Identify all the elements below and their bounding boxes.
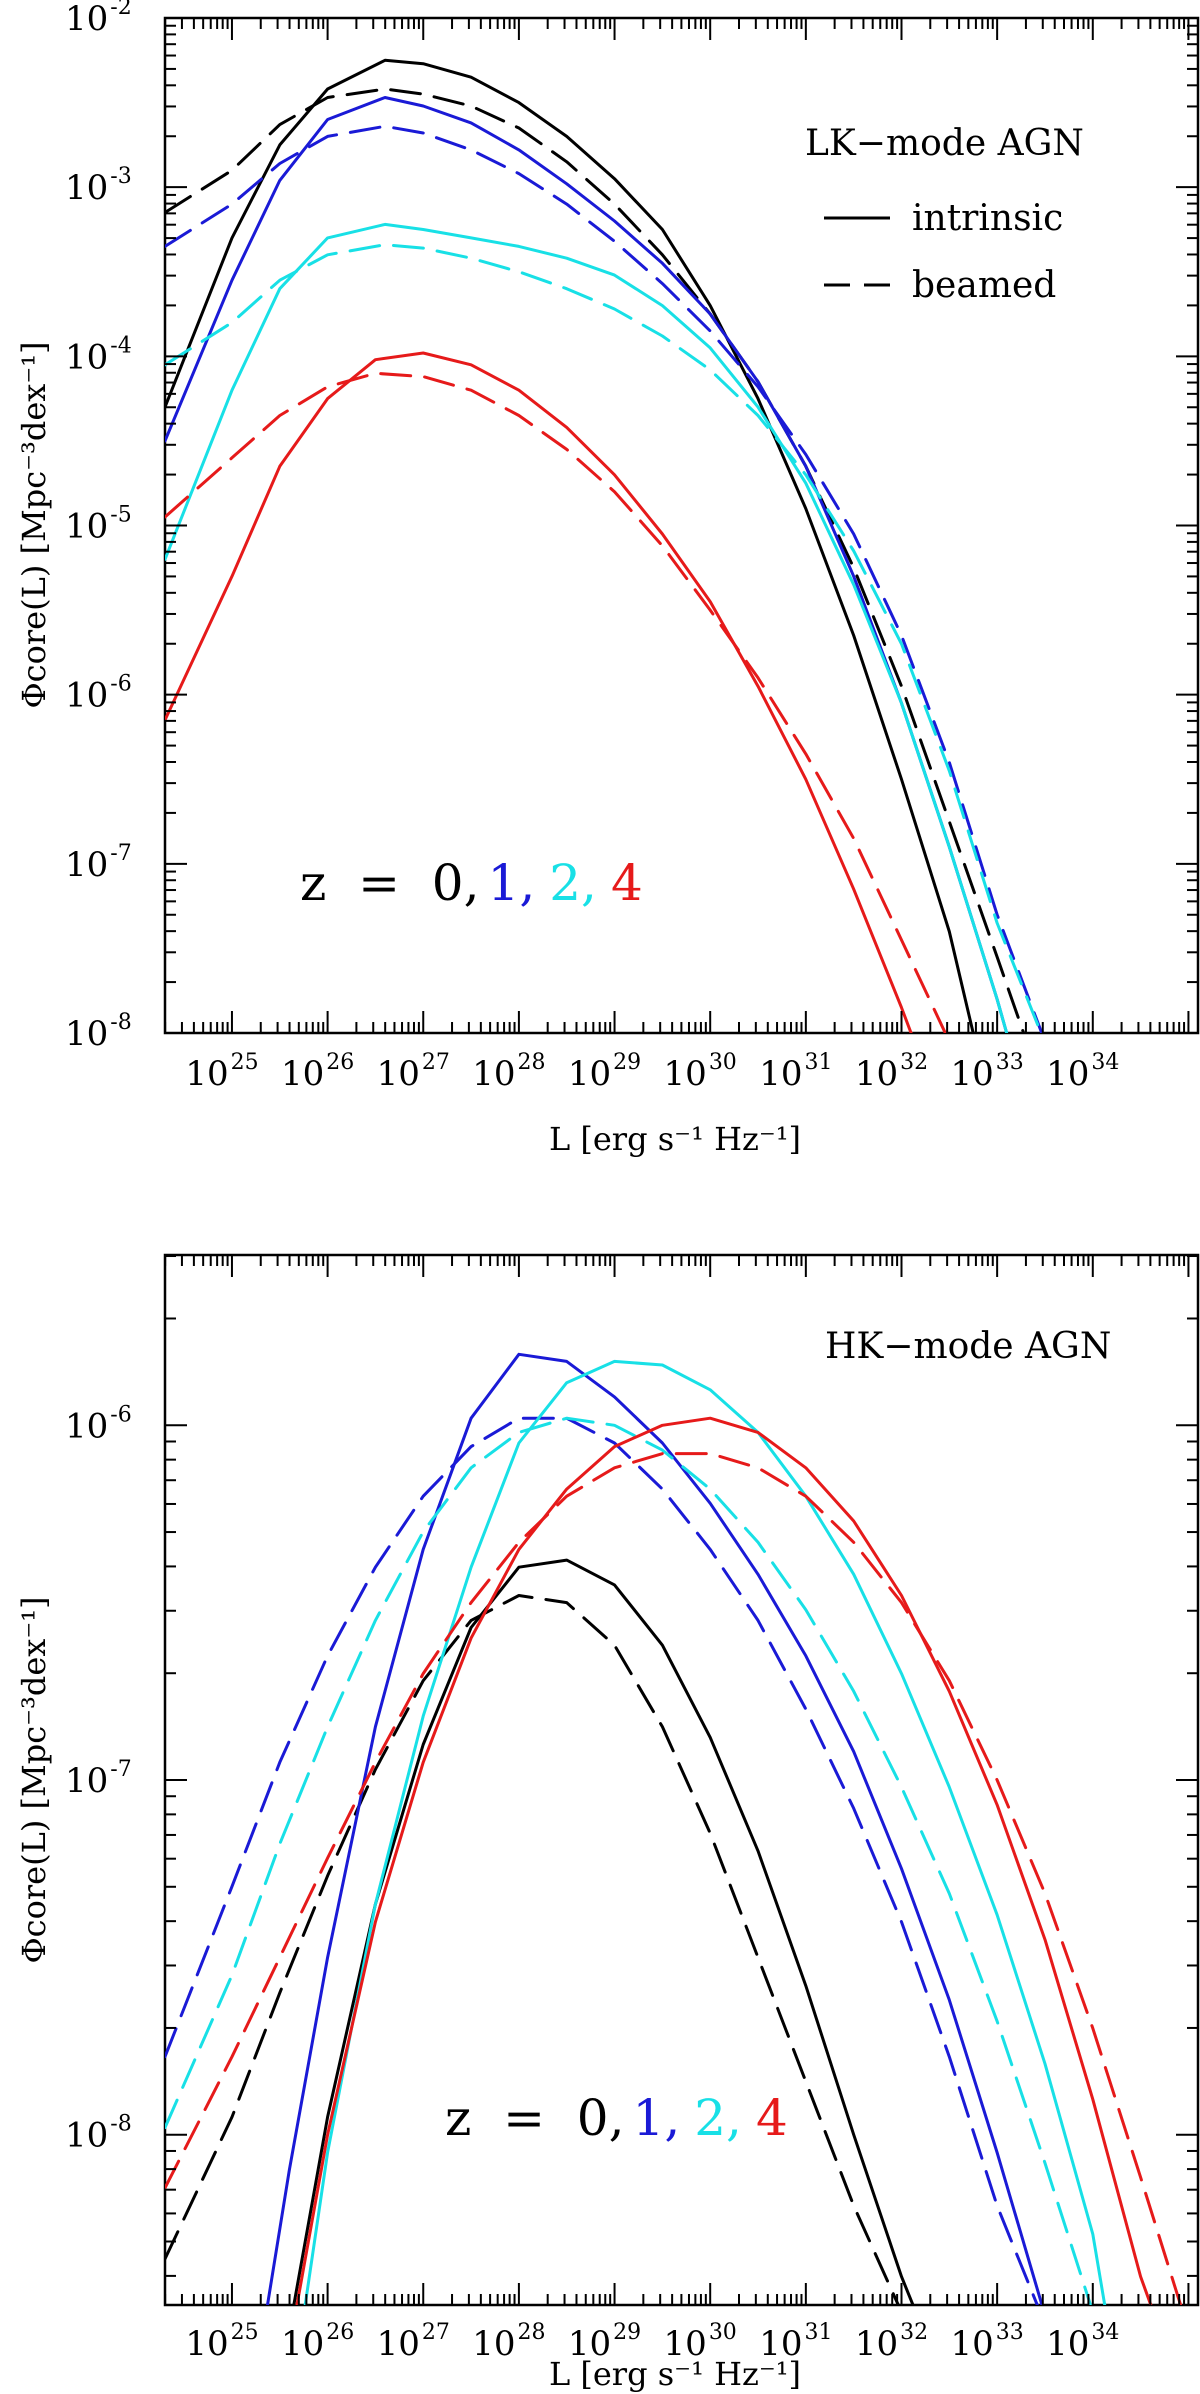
series-line-z-0-intrinsic: [292, 1558, 915, 2305]
y-tick-label: 10-7: [65, 841, 132, 885]
x-tick-label: 1032: [855, 1050, 928, 1094]
top-x-axis-label: L [erg s⁻¹ Hz⁻¹]: [549, 1120, 801, 1158]
chart-bottom-panel: 1025 1026 1027 1028 1029 1030 1031 1032 1033 1034…: [15, 1253, 1200, 2393]
chart-top-panel: 1025 1026 1027 1028 1029 1030 1031 1032 1033 1034…: [15, 0, 1200, 1158]
series-line-z-1-beamed: [165, 1416, 1039, 2305]
bottom-z-2: 2,: [694, 2089, 742, 2147]
series-line-z-0-intrinsic: [165, 58, 975, 1033]
x-tick-label: 1026: [281, 2320, 354, 2364]
x-tick-label: 1033: [951, 1050, 1024, 1094]
y-tick-label: 10-7: [65, 1757, 132, 1801]
y-tick-label: 10-6: [65, 1402, 132, 1446]
y-tick-label: 10-8: [65, 2112, 132, 2156]
series-line-z-4-beamed: [165, 1452, 1183, 2305]
top-z-1: 1,: [488, 854, 536, 912]
x-tick-label: 1026: [281, 1050, 354, 1094]
x-tick-label: 1031: [759, 1050, 832, 1094]
top-z-4: 4: [611, 854, 643, 912]
x-tick-label: 1027: [377, 2320, 450, 2364]
series-line-z-4-beamed: [165, 371, 947, 1033]
x-tick-label: 1025: [185, 2320, 258, 2364]
y-tick-label: 10-4: [65, 333, 132, 377]
bottom-z-1: 1,: [633, 2089, 681, 2147]
top-z-label: z = 0, 1, 2, 4: [300, 854, 643, 912]
top-y-axis-label: Φcore(L) [Mpc⁻³dex⁻¹]: [15, 341, 53, 708]
series-line-z-1-intrinsic: [165, 96, 1009, 1033]
x-tick-label: 1028: [472, 2320, 545, 2364]
x-tick-label: 1025: [185, 1050, 258, 1094]
x-tick-label: 1030: [664, 1050, 737, 1094]
series-line-z-2-intrinsic: [165, 222, 1009, 1033]
y-tick-label: 10-8: [65, 1010, 132, 1054]
bottom-z-label: z = 0, 1, 2, 4: [445, 2089, 788, 2147]
legend-dashed-label: beamed: [912, 265, 1056, 306]
x-tick-label: 1029: [568, 1050, 641, 1094]
series-line-z-4-intrinsic: [165, 351, 913, 1033]
x-tick-label: 1028: [472, 1050, 545, 1094]
bottom-title: HK−mode AGN: [825, 1326, 1111, 1367]
y-tick-label: 10-5: [65, 503, 132, 547]
bottom-z-prefix: z = 0,: [445, 2089, 625, 2147]
x-tick-label: 1032: [855, 2320, 928, 2364]
bottom-y-axis-label: Φcore(L) [Mpc⁻³dex⁻¹]: [15, 1596, 53, 1963]
top-z-2: 2,: [549, 854, 597, 912]
bottom-plot-frame: [163, 1253, 1200, 2307]
x-tick-label: 1027: [377, 1050, 450, 1094]
series-line-z-1-intrinsic: [265, 1352, 1044, 2305]
x-tick-label: 1034: [1046, 1050, 1119, 1094]
top-z-prefix: z = 0,: [300, 854, 480, 912]
x-tick-label: 1034: [1046, 2320, 1119, 2364]
series-line-z-0-beamed: [165, 1594, 900, 2305]
x-tick-label: 1033: [951, 2320, 1024, 2364]
legend-solid-label: intrinsic: [912, 198, 1063, 239]
bottom-z-4: 4: [756, 2089, 788, 2147]
series-line-z-2-beamed: [165, 243, 1043, 1033]
series-line-z-2-beamed: [165, 1416, 1093, 2305]
series-line-z-4-intrinsic: [295, 1416, 1153, 2305]
y-tick-label: 10-3: [65, 164, 132, 208]
top-title: LK−mode AGN: [805, 123, 1084, 164]
y-tick-label: 10-2: [65, 0, 132, 39]
y-tick-label: 10-6: [65, 672, 132, 716]
series-line-z-0-beamed: [165, 87, 1026, 1033]
series-line-z-2-intrinsic: [303, 1359, 1107, 2305]
series-line-z-1-beamed: [165, 124, 1044, 1033]
bottom-x-axis-label: L [erg s⁻¹ Hz⁻¹]: [549, 2355, 801, 2393]
